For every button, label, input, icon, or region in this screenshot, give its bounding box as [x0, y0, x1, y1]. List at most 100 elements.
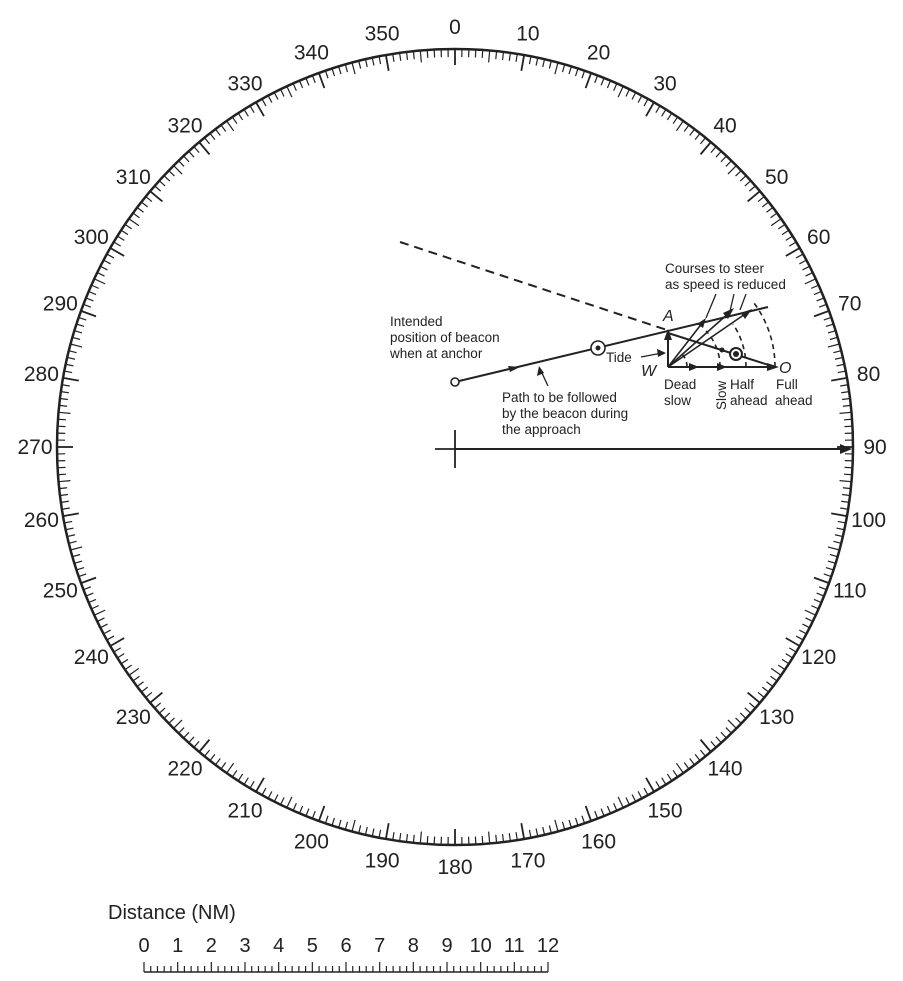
distance-label-9: 9: [441, 935, 452, 957]
degree-tick: [72, 336, 81, 341]
degree-tick: [613, 803, 618, 811]
bearing-label-200: 200: [294, 831, 329, 854]
degree-tick: [481, 49, 484, 58]
bearing-label-60: 60: [807, 226, 830, 249]
degree-tick: [770, 667, 782, 676]
distance-scale-labels: 0 1 2 3 4 5 6 7 8 9 10 11 12: [138, 935, 559, 957]
degree-tick: [385, 54, 390, 71]
degree-tick: [74, 330, 83, 334]
degree-tick: [183, 155, 190, 163]
degree-tick: [255, 777, 265, 793]
degree-tick: [781, 658, 790, 665]
degree-tick: [699, 137, 706, 145]
degree-tick: [298, 805, 304, 814]
path-label-line1: Path to be followed: [502, 390, 617, 405]
degree-tick: [645, 777, 655, 793]
degree-tick: [770, 212, 778, 219]
degree-tick: [831, 377, 848, 382]
intended-label-line3: when at anchor: [389, 346, 483, 361]
degree-tick: [637, 95, 643, 103]
bearing-label-160: 160: [581, 831, 616, 854]
degree-tick: [168, 170, 175, 177]
degree-ticks: [57, 49, 853, 845]
distance-label-10: 10: [470, 935, 492, 957]
degree-tick: [788, 647, 797, 653]
bearing-label-330: 330: [227, 72, 262, 95]
degree-tick: [220, 124, 227, 132]
dead-slow-label-line2: slow: [664, 393, 691, 408]
degree-tick: [141, 201, 149, 208]
degree-tick: [392, 832, 395, 841]
degree-tick: [128, 667, 140, 676]
degree-tick: [188, 736, 195, 744]
degree-tick: [204, 749, 211, 757]
degree-tick: [802, 265, 810, 271]
degree-tick: [60, 391, 69, 394]
distance-scale-title: Distance (NM): [108, 902, 236, 924]
degree-tick: [584, 805, 592, 822]
degree-tick: [273, 794, 279, 802]
degree-tick: [606, 80, 612, 89]
degree-tick: [324, 70, 329, 79]
degree-tick: [58, 480, 71, 483]
degree-tick: [60, 500, 69, 503]
degree-tick: [97, 617, 105, 623]
degree-tick: [149, 691, 163, 704]
degree-tick: [168, 717, 175, 724]
degree-tick: [594, 810, 599, 819]
compass-rose: 0 10 20 30 40 50 60 70 80 90 100 110 120 130 140 150 160…: [17, 16, 886, 879]
bearing-label-150: 150: [647, 800, 682, 823]
degree-tick: [535, 828, 539, 837]
degree-tick: [770, 218, 782, 227]
degree-tick: [305, 808, 310, 817]
bearing-label-180: 180: [437, 856, 472, 879]
degree-tick: [515, 53, 518, 62]
degree-tick: [839, 480, 852, 483]
distance-label-11: 11: [504, 935, 525, 957]
degree-tick: [488, 831, 491, 844]
degree-tick: [689, 758, 695, 766]
degree-tick: [802, 623, 810, 629]
degree-tick: [324, 815, 329, 824]
degree-tick: [378, 829, 382, 838]
degree-tick: [834, 534, 843, 538]
degree-tick: [136, 207, 144, 213]
degree-tick: [273, 92, 279, 100]
degree-tick: [65, 363, 74, 367]
degree-tick: [136, 681, 144, 687]
degree-tick: [661, 109, 667, 117]
degree-tick: [813, 310, 830, 318]
distance-label-6: 6: [340, 935, 351, 957]
beacon-path: [450, 306, 769, 387]
degree-tick: [88, 598, 97, 604]
bearing-label-170: 170: [510, 850, 545, 873]
degree-tick: [842, 404, 851, 407]
degree-tick: [364, 59, 368, 68]
degree-tick: [62, 377, 79, 382]
degree-tick: [173, 719, 183, 729]
degree-tick: [65, 527, 74, 531]
degree-tick: [193, 740, 200, 748]
degree-tick: [364, 826, 368, 835]
bearing-label-0: 0: [449, 16, 461, 39]
path-label-line3: the approach: [502, 422, 581, 437]
bearing-label-340: 340: [294, 41, 329, 64]
degree-tick: [100, 265, 108, 271]
degree-tick: [720, 731, 727, 739]
degree-tick: [823, 573, 832, 578]
degree-tick: [748, 702, 756, 709]
degree-tick: [655, 780, 661, 789]
degree-tick: [412, 51, 415, 60]
degree-tick: [481, 836, 484, 845]
bearing-label-210: 210: [227, 800, 262, 823]
bearing-label-80: 80: [857, 363, 880, 386]
degree-tick: [74, 560, 83, 564]
distance-label-12: 12: [537, 935, 559, 957]
degree-tick: [68, 350, 77, 354]
degree-tick: [785, 247, 801, 257]
degree-tick: [261, 787, 267, 796]
degree-tick: [149, 190, 163, 203]
degree-tick: [231, 116, 238, 125]
distance-label-4: 4: [273, 935, 284, 957]
degree-tick: [735, 717, 742, 724]
